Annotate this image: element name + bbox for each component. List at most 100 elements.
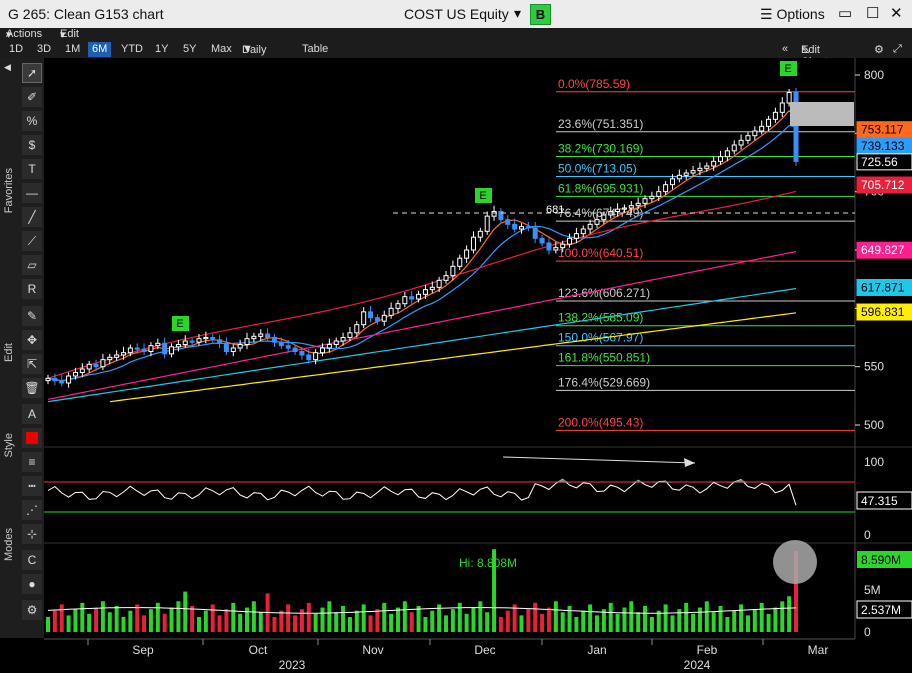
trend-line-icon[interactable]: ╱ bbox=[22, 207, 42, 227]
volume-bar[interactable] bbox=[506, 611, 510, 632]
candle-body[interactable] bbox=[80, 369, 84, 373]
volume-bar[interactable] bbox=[760, 603, 764, 632]
volume-bar[interactable] bbox=[417, 606, 421, 632]
maximize-icon[interactable]: ☐ bbox=[866, 4, 879, 22]
candle-body[interactable] bbox=[218, 340, 222, 344]
candle-body[interactable] bbox=[320, 348, 324, 353]
volume-bar[interactable] bbox=[684, 603, 688, 632]
candle-body[interactable] bbox=[540, 238, 544, 243]
candle-body[interactable] bbox=[53, 378, 57, 380]
candle-body[interactable] bbox=[657, 192, 661, 197]
candle-body[interactable] bbox=[506, 220, 510, 225]
candle-body[interactable] bbox=[334, 341, 338, 345]
candle-body[interactable] bbox=[485, 216, 489, 231]
volume-bar[interactable] bbox=[725, 617, 729, 632]
volume-bar[interactable] bbox=[149, 609, 153, 632]
volume-bar[interactable] bbox=[478, 601, 482, 632]
candle-body[interactable] bbox=[581, 229, 585, 234]
candle-body[interactable] bbox=[293, 348, 297, 352]
ray-line-icon[interactable]: ⟋ bbox=[22, 231, 42, 251]
dollar-tool-icon[interactable]: $ bbox=[22, 135, 42, 155]
candle-body[interactable] bbox=[108, 357, 112, 359]
annotate-tool-icon[interactable]: ✐ bbox=[22, 87, 42, 107]
candle-body[interactable] bbox=[300, 352, 304, 356]
candle-body[interactable] bbox=[739, 140, 743, 145]
price-chart[interactable]: 0.0%(785.59) 23.6%(751.351) 38.2%(730.169)… bbox=[44, 58, 912, 673]
candle-body[interactable] bbox=[369, 312, 373, 318]
candle-body[interactable] bbox=[101, 360, 105, 367]
volume-bar[interactable] bbox=[389, 614, 393, 632]
close-icon[interactable]: ✕ bbox=[890, 4, 903, 22]
candle-body[interactable] bbox=[451, 266, 455, 275]
candle-body[interactable] bbox=[149, 346, 153, 352]
candle-body[interactable] bbox=[238, 345, 242, 349]
dash-style-icon[interactable]: ⋰ bbox=[22, 500, 42, 520]
volume-bar[interactable] bbox=[554, 601, 558, 632]
candle-body[interactable] bbox=[684, 173, 688, 175]
volume-bar[interactable] bbox=[595, 615, 599, 632]
candle-body[interactable] bbox=[341, 338, 345, 342]
range-1m[interactable]: 1M bbox=[65, 43, 80, 55]
candle-body[interactable] bbox=[115, 355, 119, 357]
candle-body[interactable] bbox=[636, 203, 640, 205]
candle-body[interactable] bbox=[691, 171, 695, 173]
candle-body[interactable] bbox=[437, 280, 441, 287]
range-1d[interactable]: 1D bbox=[9, 43, 23, 55]
price-range-box[interactable] bbox=[790, 102, 854, 126]
candle-body[interactable] bbox=[87, 364, 91, 369]
volume-bar[interactable] bbox=[568, 606, 572, 632]
move-tool-icon[interactable]: ✥ bbox=[22, 330, 42, 350]
candle-body[interactable] bbox=[389, 308, 393, 315]
volume-bar[interactable] bbox=[430, 611, 434, 632]
text-tool-icon[interactable]: T bbox=[22, 159, 42, 179]
candle-body[interactable] bbox=[279, 342, 283, 346]
line-weight-icon[interactable]: ≡ bbox=[22, 452, 42, 472]
candle-body[interactable] bbox=[533, 228, 537, 239]
pencil-tool-icon[interactable]: ✎ bbox=[22, 306, 42, 326]
volume-bar[interactable] bbox=[588, 604, 592, 632]
volume-bar[interactable] bbox=[581, 611, 585, 632]
candle-body[interactable] bbox=[492, 212, 496, 217]
candle-body[interactable] bbox=[773, 112, 777, 119]
options-menu[interactable]: ☰ Options bbox=[760, 6, 825, 23]
horizontal-line-icon[interactable]: — bbox=[22, 183, 42, 203]
candle-body[interactable] bbox=[252, 336, 256, 338]
volume-bar[interactable] bbox=[636, 612, 640, 632]
volume-bar[interactable] bbox=[73, 609, 77, 632]
volume-bar[interactable] bbox=[115, 606, 119, 632]
volume-bar[interactable] bbox=[128, 611, 132, 632]
candle-body[interactable] bbox=[465, 250, 469, 258]
chevron-down-icon[interactable]: ▾ bbox=[514, 5, 521, 22]
volume-bar[interactable] bbox=[218, 615, 222, 632]
candle-body[interactable] bbox=[780, 103, 784, 112]
candle-body[interactable] bbox=[197, 339, 201, 343]
event-marker[interactable]: E bbox=[172, 316, 189, 331]
line-style-icon[interactable]: ┅ bbox=[22, 476, 42, 496]
volume-bar[interactable] bbox=[753, 609, 757, 632]
volume-bar[interactable] bbox=[252, 601, 256, 632]
range-ytd[interactable]: YTD bbox=[121, 43, 143, 55]
candle-body[interactable] bbox=[526, 227, 530, 228]
candle-body[interactable] bbox=[231, 348, 235, 352]
volume-bar[interactable] bbox=[629, 601, 633, 632]
candle-body[interactable] bbox=[677, 175, 681, 179]
volume-bar[interactable] bbox=[53, 611, 57, 632]
event-marker[interactable]: E bbox=[475, 188, 492, 203]
candle-body[interactable] bbox=[403, 297, 407, 304]
volume-bar[interactable] bbox=[46, 617, 50, 632]
select-tool-icon[interactable]: ⇱ bbox=[22, 354, 42, 374]
collapse-sidebar-icon[interactable]: ◀ bbox=[4, 62, 11, 73]
volume-bar[interactable] bbox=[609, 603, 613, 632]
candle-body[interactable] bbox=[348, 333, 352, 338]
candle-body[interactable] bbox=[128, 348, 132, 353]
volume-bar[interactable] bbox=[670, 615, 674, 632]
volume-bar[interactable] bbox=[272, 617, 276, 632]
volume-bar[interactable] bbox=[698, 608, 702, 632]
candle-body[interactable] bbox=[163, 343, 167, 354]
candle-body[interactable] bbox=[602, 215, 606, 220]
volume-bar[interactable] bbox=[705, 601, 709, 632]
candle-body[interactable] bbox=[382, 315, 386, 321]
volume-bar[interactable] bbox=[499, 617, 503, 632]
candle-body[interactable] bbox=[513, 224, 517, 229]
fibonacci-tool-icon[interactable]: R bbox=[22, 279, 42, 299]
